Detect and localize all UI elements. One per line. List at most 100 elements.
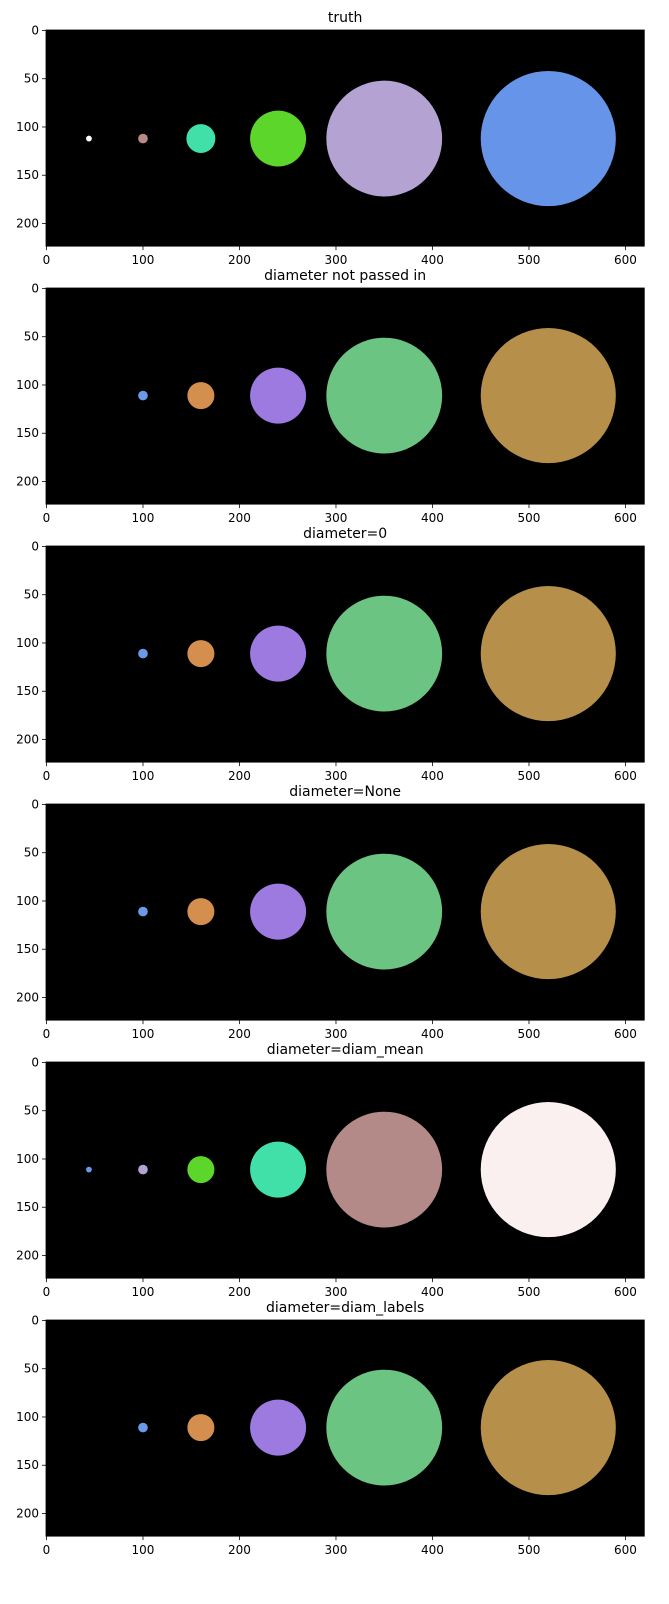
x-tick-label: 300 (325, 511, 348, 525)
object-mask (480, 71, 616, 207)
y-tick-label: 100 (16, 378, 39, 392)
object-mask (250, 367, 307, 424)
object-mask (250, 110, 307, 167)
y-tick-label: 100 (16, 636, 39, 650)
object-mask (326, 337, 443, 454)
subplot-title: diameter=0 (303, 526, 387, 542)
object-mask (187, 1156, 215, 1184)
x-tick-label: 200 (228, 1285, 251, 1299)
x-tick-label: 100 (132, 1543, 155, 1557)
object-mask (138, 1422, 148, 1433)
y-tick-label: 150 (16, 1458, 39, 1472)
axes-frame (45, 1319, 645, 1537)
object-mask (186, 124, 216, 154)
x-tick-label: 300 (325, 1543, 348, 1557)
subplot-title: truth (328, 10, 362, 26)
object-mask (138, 390, 148, 401)
x-tick-label: 200 (228, 253, 251, 267)
x-tick-label: 200 (228, 1543, 251, 1557)
object-mask (480, 1102, 616, 1238)
x-tick-label: 400 (421, 511, 444, 525)
y-tick-label: 150 (16, 168, 39, 182)
object-mask (250, 1399, 307, 1456)
axes-frame (45, 803, 645, 1021)
object-mask (480, 586, 616, 722)
object-mask (138, 906, 148, 917)
x-tick-label: 600 (614, 769, 637, 783)
y-tick-label: 150 (16, 684, 39, 698)
x-tick-label: 0 (43, 253, 51, 267)
x-tick-label: 400 (421, 1027, 444, 1041)
y-tick-label: 50 (24, 846, 39, 860)
object-mask (86, 1166, 92, 1173)
y-tick-label: 50 (24, 1104, 39, 1118)
y-tick-label: 0 (31, 1313, 39, 1327)
x-tick-label: 200 (228, 511, 251, 525)
x-tick-label: 400 (421, 1285, 444, 1299)
object-mask (138, 133, 148, 144)
object-mask (86, 135, 92, 142)
subplot-title: diameter=diam_labels (266, 1300, 424, 1316)
x-tick-label: 500 (518, 511, 541, 525)
x-tick-label: 0 (43, 1027, 51, 1041)
y-tick-label: 50 (24, 72, 39, 86)
object-mask (187, 1414, 215, 1442)
y-tick-label: 200 (16, 1506, 39, 1520)
y-tick-label: 50 (24, 330, 39, 344)
y-tick-label: 150 (16, 942, 39, 956)
y-tick-label: 100 (16, 1152, 39, 1166)
subplot-title: diameter=None (289, 784, 401, 800)
y-tick-label: 200 (16, 216, 39, 230)
y-tick-label: 0 (31, 797, 39, 811)
y-tick-label: 50 (24, 1362, 39, 1376)
axes-frame (45, 545, 645, 763)
y-tick-label: 200 (16, 990, 39, 1004)
y-tick-label: 150 (16, 426, 39, 440)
axes-frame (45, 287, 645, 505)
y-tick-label: 0 (31, 539, 39, 553)
x-tick-label: 600 (614, 1027, 637, 1041)
y-tick-label: 100 (16, 120, 39, 134)
x-tick-label: 300 (325, 253, 348, 267)
y-tick-label: 150 (16, 1200, 39, 1214)
object-mask (250, 883, 307, 940)
x-tick-label: 0 (43, 1285, 51, 1299)
object-mask (326, 80, 443, 197)
object-mask (138, 1164, 148, 1175)
x-tick-label: 400 (421, 253, 444, 267)
subplot-5: diameter=diam_labels 0 100 200 300 400 500 600 0… (16, 1300, 645, 1557)
x-tick-label: 600 (614, 253, 637, 267)
object-mask (187, 898, 215, 926)
x-tick-label: 100 (132, 1285, 155, 1299)
x-tick-label: 600 (614, 1285, 637, 1299)
axes-frame (45, 29, 645, 247)
x-tick-label: 300 (325, 1285, 348, 1299)
subplot-1: diameter not passed in0 100 200 300 400 500 60… (16, 268, 645, 525)
x-tick-label: 300 (325, 1027, 348, 1041)
y-tick-label: 200 (16, 1248, 39, 1262)
x-tick-label: 500 (518, 1543, 541, 1557)
x-tick-label: 300 (325, 769, 348, 783)
object-mask (326, 1111, 443, 1228)
subplot-3: diameter=None 0 100 200 300 400 500 600 0 50 100 15… (16, 784, 645, 1041)
object-mask (250, 625, 307, 682)
object-mask (138, 648, 148, 659)
x-tick-label: 100 (132, 253, 155, 267)
x-tick-label: 500 (518, 769, 541, 783)
x-tick-label: 400 (421, 1543, 444, 1557)
subplot-0: truth 0 100 200 300 400 500 600 0 50 100 150 200 (16, 10, 645, 267)
axes-frame (45, 1061, 645, 1279)
y-tick-label: 0 (31, 281, 39, 295)
x-tick-label: 100 (132, 769, 155, 783)
x-tick-label: 0 (43, 1543, 51, 1557)
y-tick-label: 200 (16, 474, 39, 488)
x-tick-label: 600 (614, 511, 637, 525)
object-mask (187, 382, 215, 410)
y-tick-label: 0 (31, 23, 39, 37)
y-tick-label: 100 (16, 1410, 39, 1424)
object-mask (326, 595, 443, 712)
subplot-4: diameter=diam_mean 0 100 200 300 400 500 600 0 50… (16, 1042, 645, 1299)
y-tick-label: 50 (24, 588, 39, 602)
x-tick-label: 500 (518, 1027, 541, 1041)
